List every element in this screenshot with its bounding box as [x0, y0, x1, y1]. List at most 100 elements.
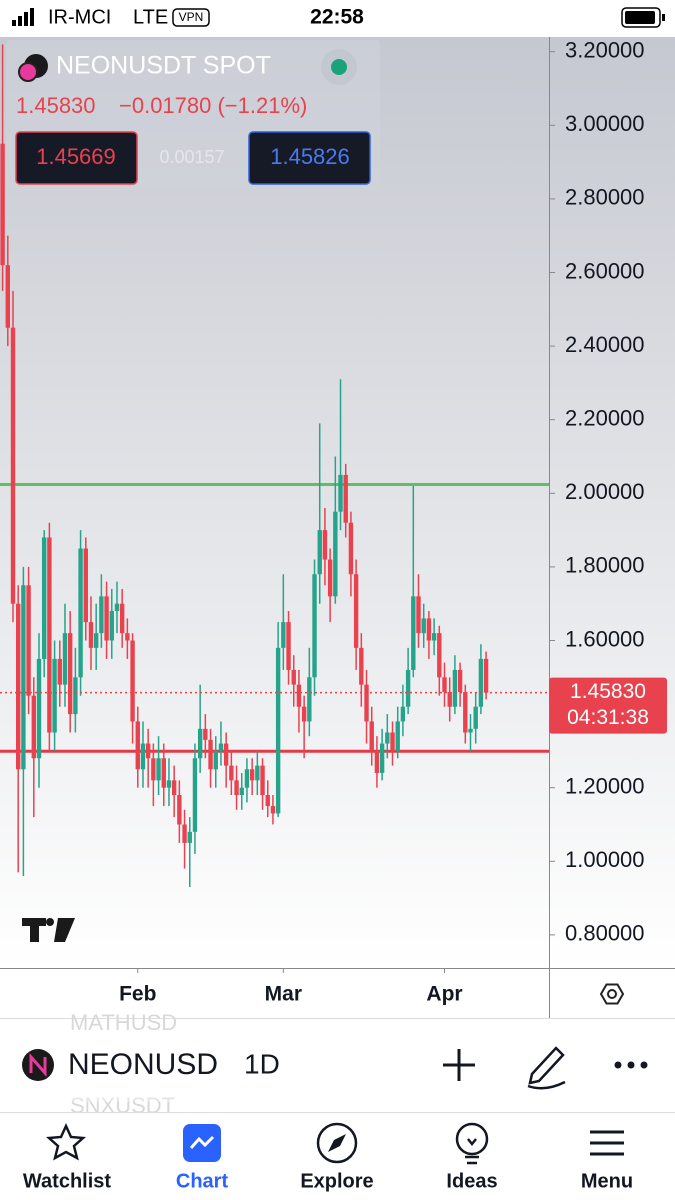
candle-body	[411, 596, 416, 670]
toolbar-symbol-logo-mark	[29, 1053, 47, 1077]
plot-area	[0, 44, 549, 888]
toolbar-fade	[0, 1030, 420, 1102]
candle-body	[213, 750, 218, 770]
y-tick-label: 3.00000	[565, 111, 645, 136]
ideas-icon[interactable]	[455, 1122, 489, 1156]
sell-button[interactable]	[15, 131, 138, 185]
y-tick-label: 2.00000	[565, 479, 645, 504]
candle-body	[229, 765, 234, 781]
explore-needle[interactable]	[328, 1134, 346, 1152]
candle-body	[379, 743, 385, 773]
candle-body	[41, 537, 47, 659]
add-indicator-icon[interactable]	[443, 1049, 475, 1081]
candle-body	[322, 530, 328, 560]
settings-icon-center[interactable]	[607, 989, 617, 999]
tab-label[interactable]: Chart	[176, 1170, 229, 1192]
candle-body	[5, 265, 10, 328]
candle-body	[125, 633, 130, 641]
y-tick-label: 3.20000	[565, 38, 645, 63]
bid-price[interactable]: 1.45669	[36, 144, 116, 169]
drawing-icon[interactable]	[527, 1046, 566, 1090]
candle-body	[395, 721, 400, 751]
candle-body	[93, 633, 99, 648]
y-tick-label: 1.80000	[565, 553, 645, 578]
candle-body	[239, 787, 244, 796]
buy-button[interactable]	[248, 131, 371, 185]
battery-icon	[621, 7, 665, 28]
toolbar-interval[interactable]: 1D	[244, 1048, 280, 1079]
candle-body	[468, 728, 473, 733]
candle-body	[36, 658, 42, 759]
explore-icon[interactable]	[316, 1122, 358, 1164]
candle-body	[426, 618, 432, 641]
candle-body	[463, 692, 468, 733]
candle-body	[249, 769, 255, 781]
candle-body	[119, 603, 125, 634]
candle-body	[478, 658, 484, 707]
candle-body	[359, 647, 364, 685]
candle-body	[301, 706, 307, 722]
status-bar	[0, 0, 675, 37]
x-tick-label: Feb	[119, 983, 156, 1006]
tab-label[interactable]: Explore	[300, 1170, 373, 1192]
candle-body	[99, 596, 104, 634]
candle-body	[67, 633, 73, 715]
y-tick-label: 1.20000	[565, 774, 645, 799]
candle-body	[177, 795, 182, 825]
y-tick-label: 1.00000	[565, 847, 645, 872]
candle-body	[208, 739, 213, 770]
tab-label[interactable]: Watchlist	[23, 1170, 111, 1192]
candle-body	[130, 640, 135, 722]
candle-body	[270, 806, 276, 814]
carrier: IR-MCI	[48, 6, 111, 28]
vpn-text: VPN	[179, 10, 204, 24]
symbol-logo-small	[18, 62, 38, 82]
candle-body	[307, 677, 312, 722]
clock: 22:58	[310, 6, 364, 29]
scroll-hint: SNXUSDT	[70, 1093, 175, 1118]
candle-body	[88, 622, 94, 648]
x-tick-label: Mar	[265, 983, 302, 1006]
menu-icon[interactable]	[590, 1130, 624, 1156]
candle-body	[114, 603, 120, 612]
candle-body	[473, 706, 478, 729]
last-price-tag-label: 1.45830	[570, 680, 646, 703]
more-icon[interactable]	[614, 1061, 648, 1069]
candle-body	[218, 743, 224, 751]
ask-price[interactable]: 1.45826	[270, 144, 350, 169]
y-tick-label: 2.80000	[565, 185, 645, 210]
watchlist-icon[interactable]	[45, 1122, 87, 1161]
chart-background	[0, 37, 675, 968]
y-tick-label: 2.60000	[565, 258, 645, 283]
ideas-icon-base[interactable]	[465, 1138, 479, 1165]
candle-body	[135, 721, 140, 770]
y-tick-label: 1.60000	[565, 626, 645, 651]
candle-body	[265, 795, 270, 807]
settings-icon[interactable]	[599, 983, 625, 1005]
candle-body	[281, 622, 286, 648]
candle-body	[15, 603, 21, 770]
candle-body	[338, 474, 343, 512]
candle-body	[171, 780, 177, 796]
candle-body	[483, 658, 489, 693]
tab-label[interactable]: Menu	[581, 1170, 633, 1192]
candle-body	[348, 522, 354, 575]
candle-body	[161, 758, 166, 788]
tab-label[interactable]: Ideas	[446, 1170, 497, 1192]
candle-body	[364, 684, 369, 722]
candle-body	[317, 530, 322, 575]
y-tick-label: 2.40000	[565, 332, 645, 357]
candle-body	[73, 677, 78, 715]
candle-body	[145, 743, 151, 759]
candle-body	[353, 574, 359, 648]
candle-body	[234, 780, 239, 796]
spread: 0.00157	[159, 147, 224, 167]
toolbar-symbol[interactable]: NEONUSD	[68, 1048, 218, 1081]
network: LTE	[133, 6, 168, 28]
candle-body	[437, 633, 442, 678]
chart-icon-line[interactable]	[189, 1135, 215, 1149]
candle-body	[416, 596, 421, 634]
candle-body	[109, 611, 114, 641]
y-tick-label: 2.20000	[565, 406, 645, 431]
